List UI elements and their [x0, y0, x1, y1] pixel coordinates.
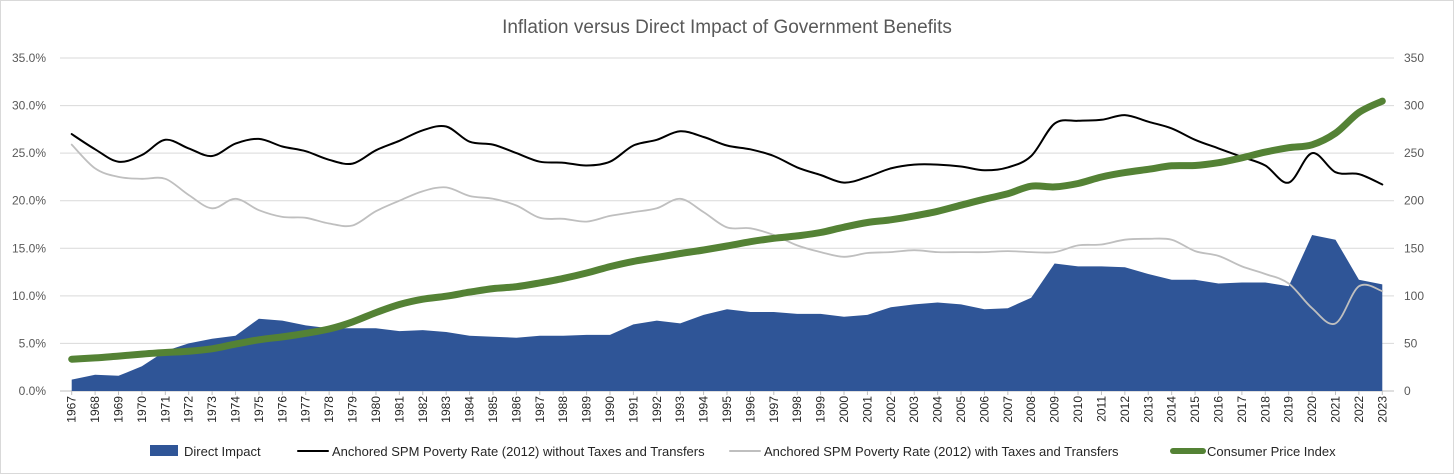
x-tick-label: 2021: [1328, 396, 1342, 423]
x-tick-label: 1980: [369, 396, 383, 423]
x-tick-label: 1968: [88, 396, 102, 423]
x-tick-label: 1983: [439, 396, 453, 423]
x-tick-label: 1981: [392, 396, 406, 423]
x-tick-label: 2014: [1165, 396, 1179, 423]
x-tick-label: 2016: [1211, 396, 1225, 423]
x-tick-label: 2002: [884, 396, 898, 423]
x-tick-label: 1984: [463, 396, 477, 423]
x-tick-label: 2013: [1141, 396, 1155, 423]
y-left-tick-label: 30.0%: [12, 99, 46, 113]
y-right-tick-label: 50: [1404, 336, 1418, 350]
x-tick-label: 2006: [977, 396, 991, 423]
x-tick-label: 2011: [1094, 396, 1108, 422]
x-tick-label: 1972: [182, 396, 196, 423]
legend-label: Anchored SPM Poverty Rate (2012) without…: [332, 444, 705, 459]
x-tick-label: 1967: [65, 396, 79, 423]
x-tick-label: 1987: [533, 396, 547, 423]
x-tick-label: 1993: [673, 396, 687, 423]
x-tick-label: 1995: [720, 396, 734, 423]
x-tick-label: 2020: [1305, 396, 1319, 423]
legend-label: Consumer Price Index: [1207, 444, 1336, 459]
x-tick-label: 2015: [1188, 396, 1202, 423]
x-tick-label: 2001: [860, 396, 874, 423]
x-tick-label: 1970: [135, 396, 149, 423]
y-right-tick-label: 0: [1404, 384, 1411, 398]
series-line-1: [70, 114, 1384, 186]
x-tick-label: 1982: [416, 396, 430, 423]
series-line-2: [70, 143, 1384, 325]
series-direct-impact-area: [71, 235, 1383, 391]
y-right-tick-label: 350: [1404, 51, 1424, 65]
y-right-tick-label: 300: [1404, 99, 1424, 113]
y-left-tick-label: 20.0%: [12, 194, 46, 208]
y-right-tick-label: 100: [1404, 289, 1424, 303]
x-tick-label: 1973: [205, 396, 219, 423]
x-tick-label: 1990: [603, 396, 617, 423]
x-tick-label: 2019: [1282, 396, 1296, 423]
x-tick-label: 1998: [790, 396, 804, 423]
x-tick-label: 2010: [1071, 396, 1085, 423]
x-tick-label: 1994: [697, 396, 711, 423]
x-tick-label: 1978: [322, 396, 336, 423]
x-tick-label: 2009: [1048, 396, 1062, 423]
x-tick-label: 1979: [346, 396, 360, 423]
y-left-tick-label: 15.0%: [12, 241, 46, 255]
x-tick-label: 2004: [931, 396, 945, 423]
x-tick-label: 1977: [299, 396, 313, 423]
series-line-3: [68, 97, 1386, 363]
x-tick-label: 2003: [907, 396, 921, 423]
x-tick-label: 1975: [252, 396, 266, 423]
y-right-tick-label: 250: [1404, 146, 1424, 160]
x-tick-label: 1997: [767, 396, 781, 423]
x-tick-label: 1985: [486, 396, 500, 423]
x-tick-label: 2023: [1375, 396, 1389, 423]
legend-swatch: [150, 445, 178, 456]
x-tick-label: 1971: [158, 396, 172, 423]
x-tick-label: 2000: [837, 396, 851, 423]
x-tick-label: 2018: [1258, 396, 1272, 423]
x-tick-label: 1974: [229, 396, 243, 423]
x-tick-label: 1996: [743, 396, 757, 423]
x-tick-label: 2008: [1024, 396, 1038, 423]
y-right-tick-label: 200: [1404, 194, 1424, 208]
x-tick-label: 1986: [509, 396, 523, 423]
y-left-tick-label: 5.0%: [19, 336, 47, 350]
legend-label: Anchored SPM Poverty Rate (2012) with Ta…: [764, 444, 1119, 459]
x-tick-label: 1992: [650, 396, 664, 423]
x-tick-label: 2012: [1118, 396, 1132, 423]
y-left-tick-label: 25.0%: [12, 146, 46, 160]
x-tick-label: 1991: [626, 396, 640, 423]
y-left-tick-label: 35.0%: [12, 51, 46, 65]
x-tick-label: 2005: [954, 396, 968, 423]
x-tick-label: 2022: [1352, 396, 1366, 423]
y-right-tick-label: 150: [1404, 241, 1424, 255]
x-tick-label: 1988: [556, 396, 570, 423]
y-left-tick-label: 0.0%: [19, 384, 47, 398]
x-tick-label: 2017: [1235, 396, 1249, 423]
x-tick-label: 1976: [275, 396, 289, 423]
x-tick-label: 1969: [112, 396, 126, 423]
x-tick-label: 1999: [814, 396, 828, 423]
chart-title: Inflation versus Direct Impact of Govern…: [502, 17, 952, 38]
y-left-tick-label: 10.0%: [12, 289, 46, 303]
x-tick-label: 2007: [1001, 396, 1015, 423]
x-tick-label: 1989: [580, 396, 594, 423]
legend-label: Direct Impact: [184, 444, 261, 459]
